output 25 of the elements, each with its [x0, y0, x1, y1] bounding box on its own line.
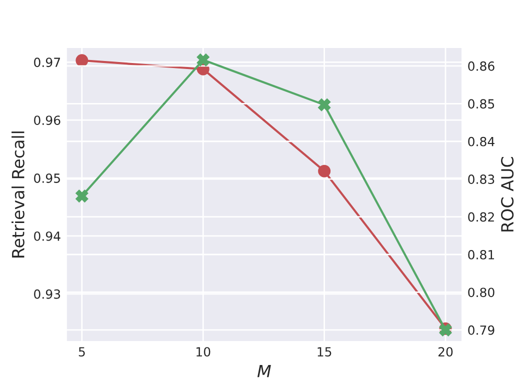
y-tick-label: 0.93 [34, 289, 60, 299]
y2-tick-label: 0.84 [468, 136, 494, 146]
x-tick-label: 15 [318, 347, 332, 357]
x-tick-label: 10 [196, 347, 210, 357]
y-tick-label: 0.94 [34, 231, 60, 241]
point [318, 164, 331, 178]
y-axis-title: Retrieval Recall [12, 132, 24, 258]
y2-tick-label: 0.83 [468, 174, 494, 184]
x-axis-title: M [257, 365, 271, 378]
point [196, 54, 210, 66]
y2-tick-label: 0.79 [468, 325, 494, 335]
point [76, 190, 88, 202]
y2-tick-label: 0.82 [468, 212, 494, 222]
y-tick-label: 0.96 [34, 116, 60, 126]
y2-tick-label: 0.80 [468, 288, 494, 298]
point [76, 54, 88, 67]
y2-tick-label: 0.81 [468, 250, 494, 260]
x-tick-label: 5 [78, 347, 85, 357]
y-tick-label: 0.95 [34, 174, 60, 183]
x-tick-label: 20 [438, 347, 453, 357]
point [318, 98, 331, 112]
y2-axis-title: ROC AUC [501, 157, 514, 232]
y-tick-label: 0.97 [34, 58, 60, 68]
y2-tick-label: 0.85 [468, 99, 494, 109]
y2-tick-label: 0.86 [468, 61, 494, 71]
